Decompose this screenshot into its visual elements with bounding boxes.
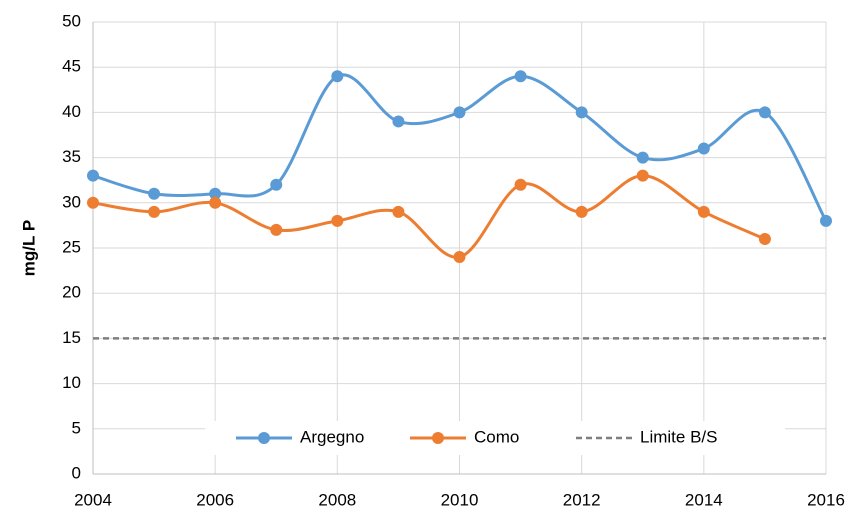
legend: Argegno Como Limite B/S: [205, 421, 785, 455]
y-tick-label: 25: [62, 237, 81, 256]
data-point: [697, 142, 710, 155]
x-tick-label: 2010: [441, 490, 479, 509]
x-tick-label: 2006: [196, 490, 234, 509]
data-point: [148, 187, 161, 200]
y-tick-label: 50: [62, 11, 81, 30]
data-point: [453, 106, 466, 119]
data-point: [453, 251, 466, 264]
y-tick-label: 15: [62, 328, 81, 347]
x-tick-label: 2008: [318, 490, 356, 509]
data-point: [514, 70, 527, 83]
y-tick-label: 35: [62, 147, 81, 166]
data-point: [820, 214, 832, 227]
x-tick-label: 2004: [74, 490, 112, 509]
x-tick-label: 2016: [807, 490, 845, 509]
data-point: [392, 205, 405, 218]
data-point: [87, 196, 99, 209]
data-point: [758, 106, 771, 119]
data-point: [331, 70, 344, 83]
y-axis-label: mg/L P: [19, 220, 38, 276]
x-tick-label: 2014: [685, 490, 723, 509]
data-point: [758, 232, 771, 245]
legend-marker: [258, 432, 270, 444]
data-point: [697, 205, 710, 218]
y-tick-label: 45: [62, 57, 81, 76]
x-tick-label: 2012: [563, 490, 601, 509]
y-tick-label: 5: [72, 418, 81, 437]
data-point: [575, 205, 588, 218]
y-tick-label: 0: [72, 463, 81, 482]
data-point: [270, 223, 283, 236]
y-tick-label: 10: [62, 373, 81, 392]
legend-marker: [432, 432, 444, 444]
data-point: [270, 178, 283, 191]
data-point: [636, 151, 649, 164]
data-point: [148, 205, 161, 218]
legend-label: Argegno: [300, 427, 364, 446]
data-point: [575, 106, 588, 119]
data-point: [331, 214, 344, 227]
y-tick-label: 30: [62, 192, 81, 211]
y-tick-label: 40: [62, 102, 81, 121]
data-point: [392, 115, 405, 128]
legend-box: [205, 421, 785, 455]
y-tick-label: 20: [62, 283, 81, 302]
data-point: [514, 178, 527, 191]
data-point: [209, 187, 222, 200]
data-point: [209, 196, 222, 209]
data-point: [87, 169, 99, 182]
legend-label: Como: [474, 427, 519, 446]
legend-label: Limite B/S: [640, 427, 717, 446]
data-point: [636, 169, 649, 182]
series-line: [92, 174, 766, 259]
